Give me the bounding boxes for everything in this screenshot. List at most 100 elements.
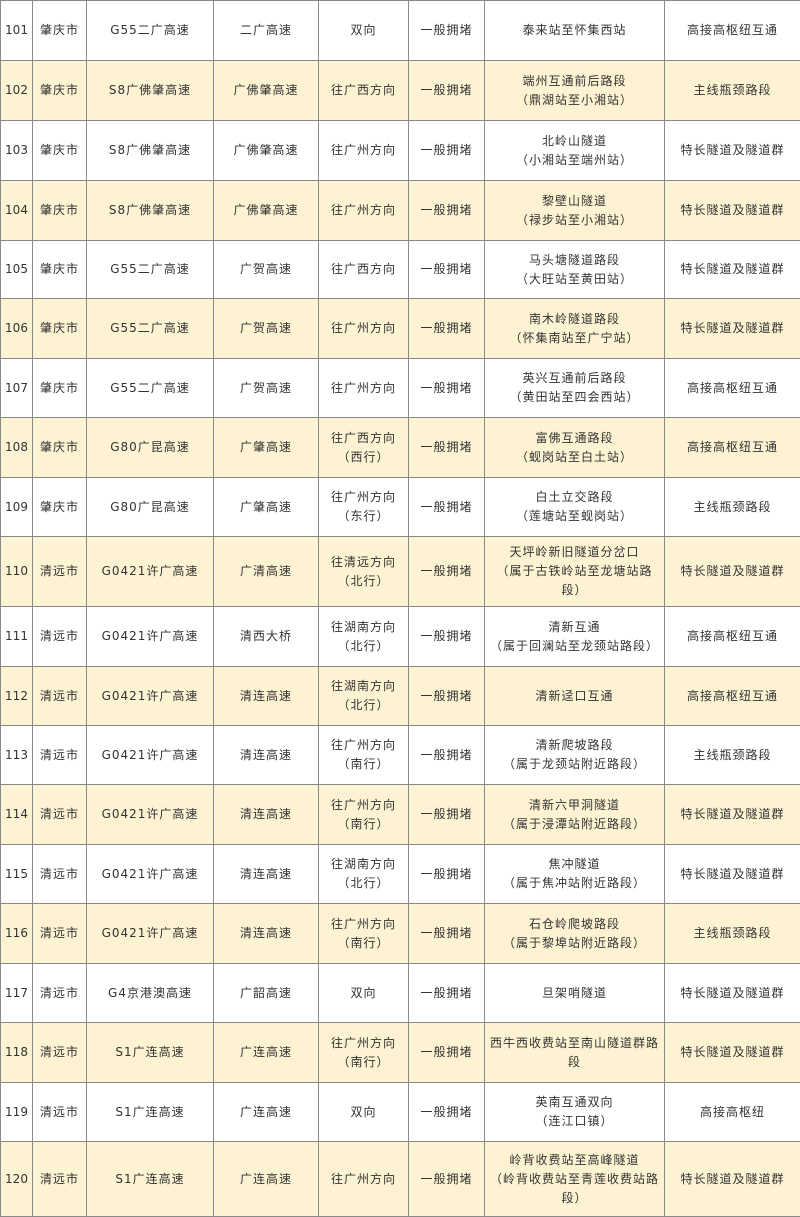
cell-road: G55二广高速 <box>87 1 214 61</box>
cell-location: 石仓岭爬坡路段 （属于黎埠站附近路段） <box>485 904 665 964</box>
cell-no: 102 <box>1 61 33 121</box>
cell-road: G0421许广高速 <box>87 904 214 964</box>
cell-location: 泰来站至怀集西站 <box>485 1 665 61</box>
cell-type: 特长隧道及隧道群 <box>665 299 800 359</box>
cell-type: 高接高枢纽 <box>665 1083 800 1142</box>
cell-direction: 双向 <box>319 1083 409 1142</box>
cell-direction: 往湖南方向 （北行） <box>319 845 409 904</box>
cell-no: 112 <box>1 667 33 726</box>
cell-type: 特长隧道及隧道群 <box>665 181 800 241</box>
cell-no: 101 <box>1 1 33 61</box>
cell-level: 一般拥堵 <box>409 785 485 845</box>
cell-level: 一般拥堵 <box>409 181 485 241</box>
cell-direction: 往广州方向 （南行） <box>319 726 409 785</box>
cell-road: S8广佛肇高速 <box>87 61 214 121</box>
cell-no: 110 <box>1 537 33 607</box>
cell-type: 高接高枢纽互通 <box>665 607 800 667</box>
cell-section: 广连高速 <box>214 1142 319 1217</box>
cell-location: 英兴互通前后路段 （黄田站至四会西站） <box>485 359 665 418</box>
cell-city: 清远市 <box>33 1083 87 1142</box>
cell-section: 二广高速 <box>214 1 319 61</box>
cell-city: 肇庆市 <box>33 181 87 241</box>
cell-direction: 往广州方向 （南行） <box>319 904 409 964</box>
cell-direction: 往广州方向 <box>319 1142 409 1217</box>
cell-road: G55二广高速 <box>87 241 214 299</box>
cell-direction: 往广州方向 （东行） <box>319 478 409 537</box>
cell-city: 肇庆市 <box>33 418 87 478</box>
cell-level: 一般拥堵 <box>409 121 485 181</box>
cell-no: 118 <box>1 1023 33 1083</box>
cell-city: 肇庆市 <box>33 359 87 418</box>
cell-location: 富佛互通路段 （蚬岗站至白土站） <box>485 418 665 478</box>
cell-road: G80广昆高速 <box>87 478 214 537</box>
cell-level: 一般拥堵 <box>409 1023 485 1083</box>
cell-type: 主线瓶颈路段 <box>665 904 800 964</box>
cell-direction: 往清远方向 （北行） <box>319 537 409 607</box>
cell-level: 一般拥堵 <box>409 964 485 1023</box>
cell-section: 广贺高速 <box>214 299 319 359</box>
cell-road: G0421许广高速 <box>87 537 214 607</box>
cell-type: 特长隧道及隧道群 <box>665 845 800 904</box>
cell-location: 端州互通前后路段 （鼎湖站至小湘站） <box>485 61 665 121</box>
cell-location: 清新爬坡路段 （属于龙颈站附近路段） <box>485 726 665 785</box>
cell-type: 高接高枢纽互通 <box>665 667 800 726</box>
cell-road: G55二广高速 <box>87 299 214 359</box>
cell-direction: 往广西方向 <box>319 61 409 121</box>
cell-type: 特长隧道及隧道群 <box>665 1023 800 1083</box>
cell-location: 黎壁山隧道 （禄步站至小湘站） <box>485 181 665 241</box>
cell-no: 105 <box>1 241 33 299</box>
cell-no: 106 <box>1 299 33 359</box>
cell-city: 清远市 <box>33 904 87 964</box>
cell-level: 一般拥堵 <box>409 667 485 726</box>
cell-location: 清新六甲洞隧道 （属于浸潭站附近路段） <box>485 785 665 845</box>
cell-city: 肇庆市 <box>33 61 87 121</box>
cell-no: 115 <box>1 845 33 904</box>
cell-section: 清连高速 <box>214 845 319 904</box>
cell-location: 焦冲隧道 （属于焦冲站附近路段） <box>485 845 665 904</box>
cell-location: 英南互通双向 （连江口镇） <box>485 1083 665 1142</box>
cell-road: S1广连高速 <box>87 1023 214 1083</box>
cell-level: 一般拥堵 <box>409 241 485 299</box>
cell-no: 111 <box>1 607 33 667</box>
cell-city: 肇庆市 <box>33 478 87 537</box>
cell-section: 广韶高速 <box>214 964 319 1023</box>
cell-direction: 双向 <box>319 964 409 1023</box>
cell-city: 清远市 <box>33 1023 87 1083</box>
cell-direction: 往广州方向 <box>319 359 409 418</box>
cell-level: 一般拥堵 <box>409 607 485 667</box>
cell-level: 一般拥堵 <box>409 61 485 121</box>
cell-type: 特长隧道及隧道群 <box>665 121 800 181</box>
cell-location: 旦架哨隧道 <box>485 964 665 1023</box>
cell-section: 广贺高速 <box>214 359 319 418</box>
cell-section: 广佛肇高速 <box>214 61 319 121</box>
cell-city: 清远市 <box>33 964 87 1023</box>
cell-city: 清远市 <box>33 845 87 904</box>
cell-direction: 往广州方向 <box>319 181 409 241</box>
cell-road: S1广连高速 <box>87 1142 214 1217</box>
cell-location: 天坪岭新旧隧道分岔口 （属于古铁岭站至龙塘站路段） <box>485 537 665 607</box>
cell-level: 一般拥堵 <box>409 1142 485 1217</box>
cell-direction: 往广西方向 （西行） <box>319 418 409 478</box>
cell-type: 主线瓶颈路段 <box>665 61 800 121</box>
cell-location: 清新迳口互通 <box>485 667 665 726</box>
cell-location: 白土立交路段 （莲塘站至蚬岗站） <box>485 478 665 537</box>
cell-no: 117 <box>1 964 33 1023</box>
cell-level: 一般拥堵 <box>409 299 485 359</box>
cell-type: 特长隧道及隧道群 <box>665 964 800 1023</box>
cell-type: 高接高枢纽互通 <box>665 359 800 418</box>
cell-city: 清远市 <box>33 607 87 667</box>
cell-location: 北岭山隧道 （小湘站至端州站） <box>485 121 665 181</box>
cell-city: 肇庆市 <box>33 299 87 359</box>
cell-section: 广佛肇高速 <box>214 181 319 241</box>
cell-level: 一般拥堵 <box>409 359 485 418</box>
